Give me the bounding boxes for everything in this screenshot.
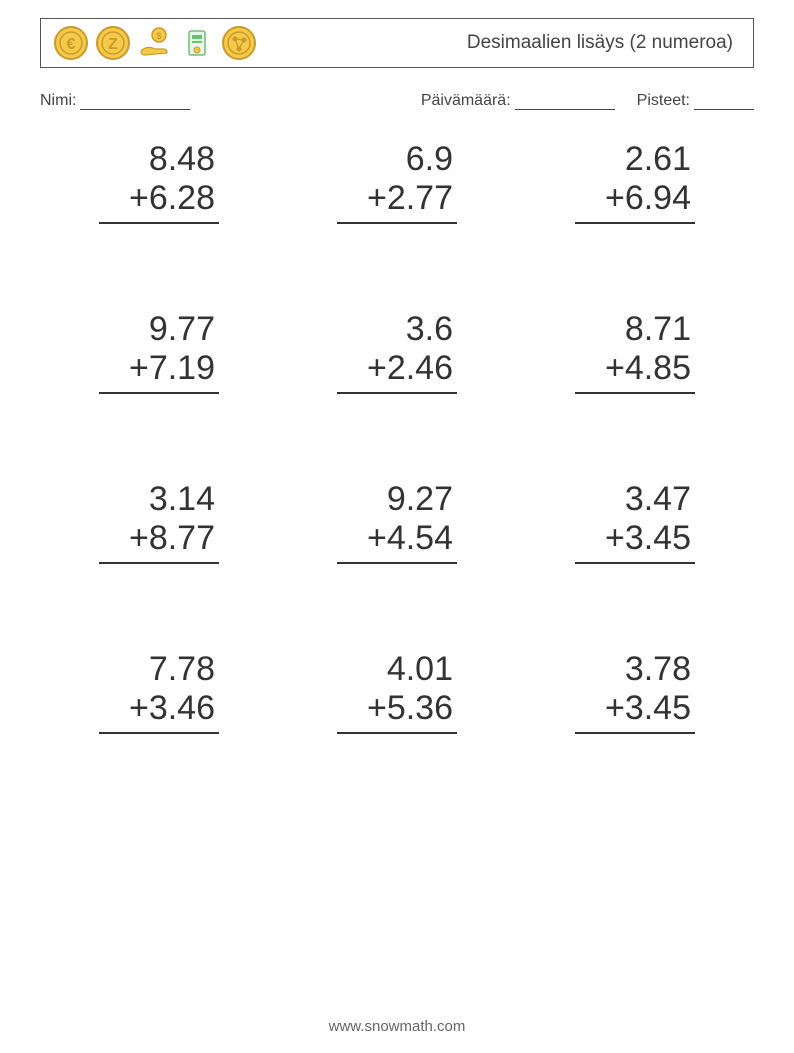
card-coin-icon (179, 25, 215, 61)
name-field: Nimi: (40, 92, 190, 110)
score-blank[interactable] (694, 96, 754, 110)
z-coin-icon: Z (95, 25, 131, 61)
info-row: Nimi: Päivämäärä: Pisteet: (40, 92, 754, 110)
problem-top: 3.78 (575, 650, 695, 689)
problem-operator: + (605, 179, 625, 218)
header-icons: € Z $ (53, 25, 257, 61)
hand-coin-icon: $ (137, 25, 173, 61)
problem-top: 9.27 (337, 480, 457, 519)
problem-operator: + (367, 179, 387, 218)
problem-bottom: 3.45 (625, 689, 691, 727)
footer-url: www.snowmath.com (0, 1018, 794, 1035)
svg-text:Z: Z (108, 36, 118, 53)
problem-bottom: 3.46 (149, 689, 215, 727)
ripple-coin-icon (221, 25, 257, 61)
problem-bottom-row: +4.85 (575, 349, 695, 394)
problem-bottom: 6.94 (625, 179, 691, 217)
problem-bottom-row: +6.94 (575, 179, 695, 224)
problem-bottom-row: +3.46 (99, 689, 219, 734)
problem-bottom: 2.77 (387, 179, 453, 217)
problem-bottom: 6.28 (149, 179, 215, 217)
problem-bottom-row: +2.77 (337, 179, 457, 224)
problem-top: 3.6 (337, 310, 457, 349)
problem-operator: + (129, 349, 149, 388)
problem-operator: + (367, 689, 387, 728)
problem-top: 7.78 (99, 650, 219, 689)
problem-bottom: 4.54 (387, 519, 453, 557)
problem: 8.48+6.28 (40, 140, 278, 224)
svg-text:$: $ (156, 31, 161, 41)
problem-top: 9.77 (99, 310, 219, 349)
problem-operator: + (367, 349, 387, 388)
problem-top: 8.71 (575, 310, 695, 349)
score-label: Pisteet: (637, 92, 690, 110)
problem-bottom: 8.77 (149, 519, 215, 557)
problem-bottom-row: +4.54 (337, 519, 457, 564)
problem-top: 6.9 (337, 140, 457, 179)
problem: 4.01+5.36 (278, 650, 516, 734)
problem-operator: + (129, 519, 149, 558)
problem-operator: + (367, 519, 387, 558)
problem-operator: + (605, 689, 625, 728)
problem: 3.6+2.46 (278, 310, 516, 394)
problem: 3.14+8.77 (40, 480, 278, 564)
problem: 8.71+4.85 (516, 310, 754, 394)
problem: 9.77+7.19 (40, 310, 278, 394)
problem-operator: + (605, 519, 625, 558)
problem-bottom: 5.36 (387, 689, 453, 727)
problem-bottom-row: +3.45 (575, 689, 695, 734)
date-label: Päivämäärä: (421, 92, 511, 110)
problem-bottom-row: +6.28 (99, 179, 219, 224)
name-label: Nimi: (40, 92, 76, 110)
problem-operator: + (605, 349, 625, 388)
date-blank[interactable] (515, 96, 615, 110)
problem: 3.78+3.45 (516, 650, 754, 734)
problem: 9.27+4.54 (278, 480, 516, 564)
problem-bottom-row: +2.46 (337, 349, 457, 394)
problem-top: 3.14 (99, 480, 219, 519)
problem-bottom: 2.46 (387, 349, 453, 387)
problem-operator: + (129, 689, 149, 728)
name-blank[interactable] (80, 96, 190, 110)
problem-bottom: 7.19 (149, 349, 215, 387)
problem-bottom-row: +8.77 (99, 519, 219, 564)
problem: 2.61+6.94 (516, 140, 754, 224)
score-field: Pisteet: (637, 92, 754, 110)
problem-top: 2.61 (575, 140, 695, 179)
problem: 7.78+3.46 (40, 650, 278, 734)
problem-bottom: 3.45 (625, 519, 691, 557)
problem-top: 8.48 (99, 140, 219, 179)
problem: 6.9+2.77 (278, 140, 516, 224)
problem: 3.47+3.45 (516, 480, 754, 564)
problem-bottom-row: +3.45 (575, 519, 695, 564)
euro-coin-icon: € (53, 25, 89, 61)
svg-text:€: € (67, 36, 76, 53)
problem-top: 4.01 (337, 650, 457, 689)
problems-grid: 8.48+6.286.9+2.772.61+6.949.77+7.193.6+2… (40, 140, 754, 734)
problem-operator: + (129, 179, 149, 218)
worksheet-title: Desimaalien lisäys (2 numeroa) (467, 32, 741, 54)
problem-bottom-row: +7.19 (99, 349, 219, 394)
problem-bottom: 4.85 (625, 349, 691, 387)
problem-top: 3.47 (575, 480, 695, 519)
header-box: € Z $ Desimaalien lisäys (2 numeroa) (40, 18, 754, 68)
date-field: Päivämäärä: (421, 92, 615, 110)
problem-bottom-row: +5.36 (337, 689, 457, 734)
